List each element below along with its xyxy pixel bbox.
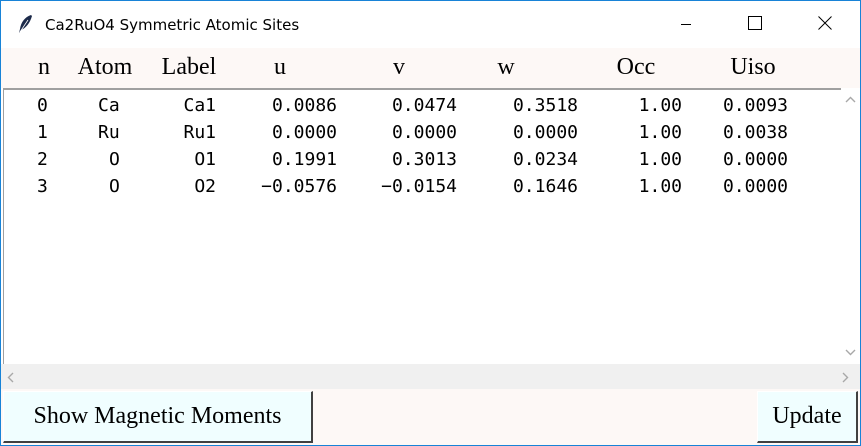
update-button[interactable]: Update: [757, 391, 858, 443]
scroll-left-icon[interactable]: [7, 370, 15, 388]
column-header-occ: Occ: [616, 54, 656, 80]
cell-atom: O: [109, 176, 120, 197]
cell-w: 0.3518: [512, 95, 578, 116]
scroll-right-icon[interactable]: [841, 370, 849, 388]
cell-uiso: 0.0038: [722, 122, 788, 143]
cell-n: 0: [37, 95, 48, 116]
scroll-down-icon[interactable]: [845, 343, 856, 361]
cell-occ: 1.00: [638, 95, 682, 116]
scroll-up-icon[interactable]: [845, 91, 856, 109]
cell-occ: 1.00: [638, 149, 682, 170]
table-header: n Atom Label u v w Occ Uiso: [1, 48, 860, 88]
cell-u: 0.0086: [271, 95, 337, 116]
maximize-icon: [748, 15, 762, 34]
cell-w: 0.1646: [512, 176, 578, 197]
button-bar: Show Magnetic Moments Update: [1, 389, 860, 445]
cell-v: −0.0154: [381, 176, 457, 197]
column-header-atom: Atom: [77, 54, 133, 80]
column-header-label: Label: [161, 54, 217, 80]
horizontal-scrollbar[interactable]: [1, 364, 860, 389]
cell-label: O2: [194, 176, 216, 197]
table-row[interactable]: 3 O O2 −0.0576 −0.0154 0.1646 1.00 0.000…: [4, 173, 834, 200]
cell-w: 0.0000: [512, 122, 578, 143]
feather-icon: [17, 14, 35, 34]
cell-n: 3: [37, 176, 48, 197]
cell-label: Ca1: [183, 95, 216, 116]
column-header-v: v: [393, 54, 405, 80]
close-icon: [818, 15, 832, 34]
column-header-w: w: [497, 54, 515, 80]
show-magnetic-moments-button[interactable]: Show Magnetic Moments: [3, 391, 313, 443]
window-title: Ca2RuO4 Symmetric Atomic Sites: [45, 16, 300, 34]
cell-u: −0.0576: [261, 176, 337, 197]
cell-v: 0.0000: [391, 122, 457, 143]
cell-uiso: 0.0093: [722, 95, 788, 116]
column-header-n: n: [38, 54, 50, 80]
cell-v: 0.0474: [391, 95, 457, 116]
sites-table[interactable]: 0 Ca Ca1 0.0086 0.0474 0.3518 1.00 0.009…: [3, 88, 841, 364]
cell-occ: 1.00: [638, 122, 682, 143]
table-row[interactable]: 2 O O1 0.1991 0.3013 0.0234 1.00 0.0000: [4, 146, 834, 173]
cell-v: 0.3013: [391, 149, 457, 170]
column-header-uiso: Uiso: [730, 54, 776, 80]
table-row[interactable]: 0 Ca Ca1 0.0086 0.0474 0.3518 1.00 0.009…: [4, 92, 834, 119]
title-bar[interactable]: Ca2RuO4 Symmetric Atomic Sites: [1, 1, 860, 48]
column-header-u: u: [274, 54, 286, 80]
cell-n: 1: [37, 122, 48, 143]
cell-atom: Ca: [98, 95, 120, 116]
cell-label: O1: [194, 149, 216, 170]
cell-uiso: 0.0000: [722, 149, 788, 170]
cell-uiso: 0.0000: [722, 176, 788, 197]
cell-u: 0.1991: [271, 149, 337, 170]
cell-occ: 1.00: [638, 176, 682, 197]
minimize-icon: [680, 16, 692, 34]
table-row[interactable]: 1 Ru Ru1 0.0000 0.0000 0.0000 1.00 0.003…: [4, 119, 834, 146]
cell-atom: O: [109, 149, 120, 170]
cell-label: Ru1: [183, 122, 216, 143]
vertical-scrollbar[interactable]: [841, 88, 860, 364]
minimize-button[interactable]: [663, 1, 709, 48]
cell-atom: Ru: [98, 122, 120, 143]
maximize-button[interactable]: [732, 1, 778, 48]
cell-n: 2: [37, 149, 48, 170]
cell-w: 0.0234: [512, 149, 578, 170]
close-button[interactable]: [802, 1, 848, 48]
cell-u: 0.0000: [271, 122, 337, 143]
